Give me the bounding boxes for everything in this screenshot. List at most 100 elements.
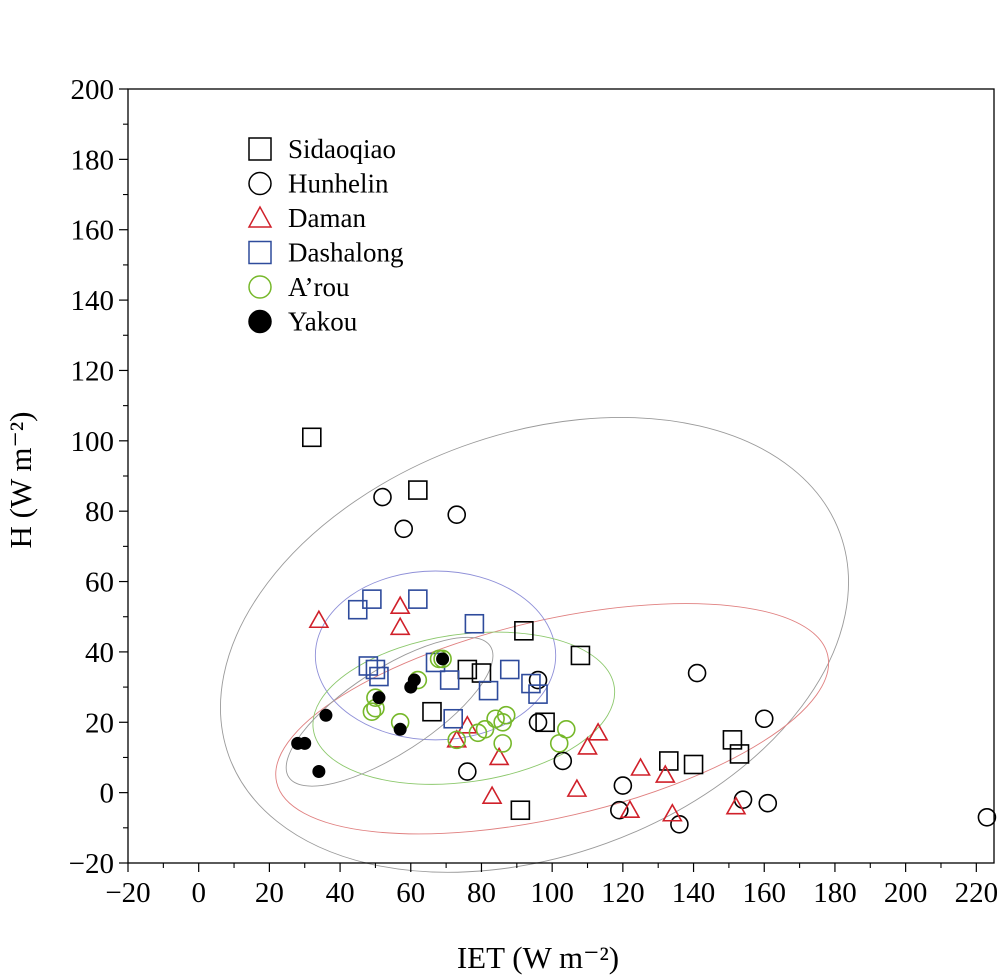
x-tick-label: 120 xyxy=(601,877,645,909)
y-tick-label: 200 xyxy=(71,74,115,106)
x-tick-label: 140 xyxy=(672,877,716,909)
dashalong-point xyxy=(443,708,463,729)
yakou-point xyxy=(393,722,407,736)
daman-point xyxy=(481,785,503,804)
legend-label-yakou: Yakou xyxy=(288,307,358,337)
yakou-point xyxy=(407,673,421,687)
hunhelin-point xyxy=(394,519,414,539)
legend-marker-a-rou xyxy=(248,275,272,299)
hunhelin-point xyxy=(458,762,477,781)
hunhelin-point xyxy=(447,505,467,525)
a-rou-point xyxy=(433,649,452,669)
y-axis-title: H (W m⁻²) xyxy=(3,411,38,548)
sidaoqiao-point xyxy=(659,751,679,771)
y-tick-label: 80 xyxy=(85,496,114,528)
x-tick-label: −20 xyxy=(105,877,150,909)
yakou-point xyxy=(319,708,333,722)
y-tick-label: 160 xyxy=(71,215,115,247)
sidaoqiao-point xyxy=(729,744,750,764)
daman-point xyxy=(308,609,330,629)
yakou-point xyxy=(312,765,326,779)
x-axis-title: IET (W m⁻²) xyxy=(457,940,619,975)
x-tick-label: 100 xyxy=(530,877,574,909)
hunhelin-point xyxy=(528,670,548,690)
sidaoqiao-point xyxy=(302,427,322,448)
dashalong-point xyxy=(528,684,548,704)
yakou-point xyxy=(436,652,450,666)
sidaoqiao-point xyxy=(457,659,478,680)
axis-ticks: −20 0 20 40 60 80 100 120 140 160 180 200 220 −20 0 20 4… xyxy=(69,74,998,909)
dashalong-point xyxy=(464,613,485,634)
hunhelin-point xyxy=(373,487,392,507)
x-tick-label: 20 xyxy=(255,877,284,909)
daman-point xyxy=(389,616,411,636)
hunhelin-point xyxy=(528,712,548,732)
dashalong-point xyxy=(478,680,499,701)
x-tick-label: 220 xyxy=(955,877,999,909)
sidaoqiao-point xyxy=(535,712,555,733)
y-tick-label: 140 xyxy=(71,285,115,317)
a-rou-point xyxy=(493,734,512,753)
dashalong-point xyxy=(408,589,428,609)
y-tick-label: 60 xyxy=(85,567,114,599)
hunhelin-point xyxy=(754,709,774,729)
legend-marker-sidaoqiao xyxy=(248,137,272,161)
plot-frame xyxy=(127,88,995,864)
sidaoqiao-point xyxy=(722,730,743,750)
y-tick-label: 20 xyxy=(85,707,114,739)
x-tick-label: 180 xyxy=(813,877,857,909)
y-tick-label: −20 xyxy=(69,848,114,880)
legend-marker-hunhelin xyxy=(248,171,272,196)
sidaoqiao-ellipse xyxy=(220,417,849,873)
y-tick-label: 40 xyxy=(85,637,114,669)
daman-point xyxy=(566,778,588,797)
daman-point xyxy=(619,799,641,819)
legend-label-daman: Daman xyxy=(288,203,366,233)
a-rou-point xyxy=(496,705,516,725)
dashalong-point xyxy=(358,656,379,676)
dashalong-point xyxy=(369,666,389,687)
hunhelin-point xyxy=(758,793,778,813)
dashalong-point xyxy=(521,673,541,694)
a-rou-ellipse xyxy=(312,631,616,785)
dashalong-point xyxy=(499,659,520,680)
x-tick-label: 40 xyxy=(326,877,355,909)
sidaoqiao-point xyxy=(683,754,704,775)
sidaoqiao-point xyxy=(408,480,428,500)
dashalong-point xyxy=(365,659,386,680)
daman-point xyxy=(654,764,676,783)
daman-point xyxy=(725,796,747,815)
a-rou-point xyxy=(447,730,467,750)
sidaoqiao-point xyxy=(570,645,591,666)
hunhelin-point xyxy=(553,751,573,771)
hunhelin-point xyxy=(977,807,997,827)
dashalong-point xyxy=(439,670,460,690)
legend-label-sidaoqiao: Sidaoqiao xyxy=(288,134,396,164)
legend-label-hunhelin: Hunhelin xyxy=(288,169,389,199)
dashalong-ellipse xyxy=(314,570,557,741)
x-tick-label: 0 xyxy=(191,877,206,909)
legend: Sidaoqiao Hunhelin Daman Dashalong A’rou Yako… xyxy=(247,134,403,337)
sidaoqiao-point xyxy=(510,800,531,821)
a-rou-point xyxy=(362,702,382,722)
daman-point xyxy=(446,729,468,748)
data-points xyxy=(291,427,997,834)
hunhelin-point xyxy=(613,776,633,795)
y-tick-label: 0 xyxy=(100,778,115,810)
a-rou-point xyxy=(475,720,495,739)
daman-point xyxy=(389,595,411,614)
cluster-ellipses xyxy=(220,417,849,873)
a-rou-point xyxy=(557,720,576,739)
daman-ellipse xyxy=(275,603,830,835)
daman-point xyxy=(661,803,683,822)
legend-marker-daman xyxy=(247,205,273,228)
y-tick-label: 120 xyxy=(71,355,115,387)
daman-point xyxy=(630,757,651,776)
daman-point xyxy=(488,746,510,766)
x-tick-label: 60 xyxy=(396,877,425,909)
legend-label-a-rou: A’rou xyxy=(288,272,350,302)
yakou-point xyxy=(298,736,312,750)
x-tick-label: 200 xyxy=(884,877,928,909)
legend-label-dashalong: Dashalong xyxy=(288,238,403,268)
